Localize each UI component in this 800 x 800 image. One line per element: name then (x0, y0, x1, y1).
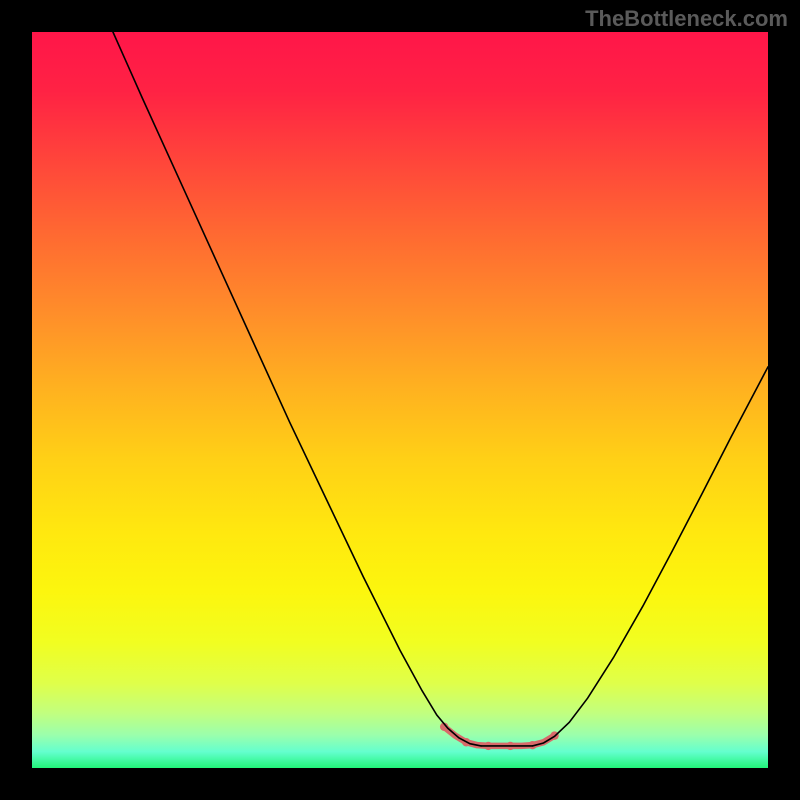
watermark-text: TheBottleneck.com (585, 6, 788, 32)
chart-svg (0, 0, 800, 800)
bottleneck-chart: TheBottleneck.com (0, 0, 800, 800)
